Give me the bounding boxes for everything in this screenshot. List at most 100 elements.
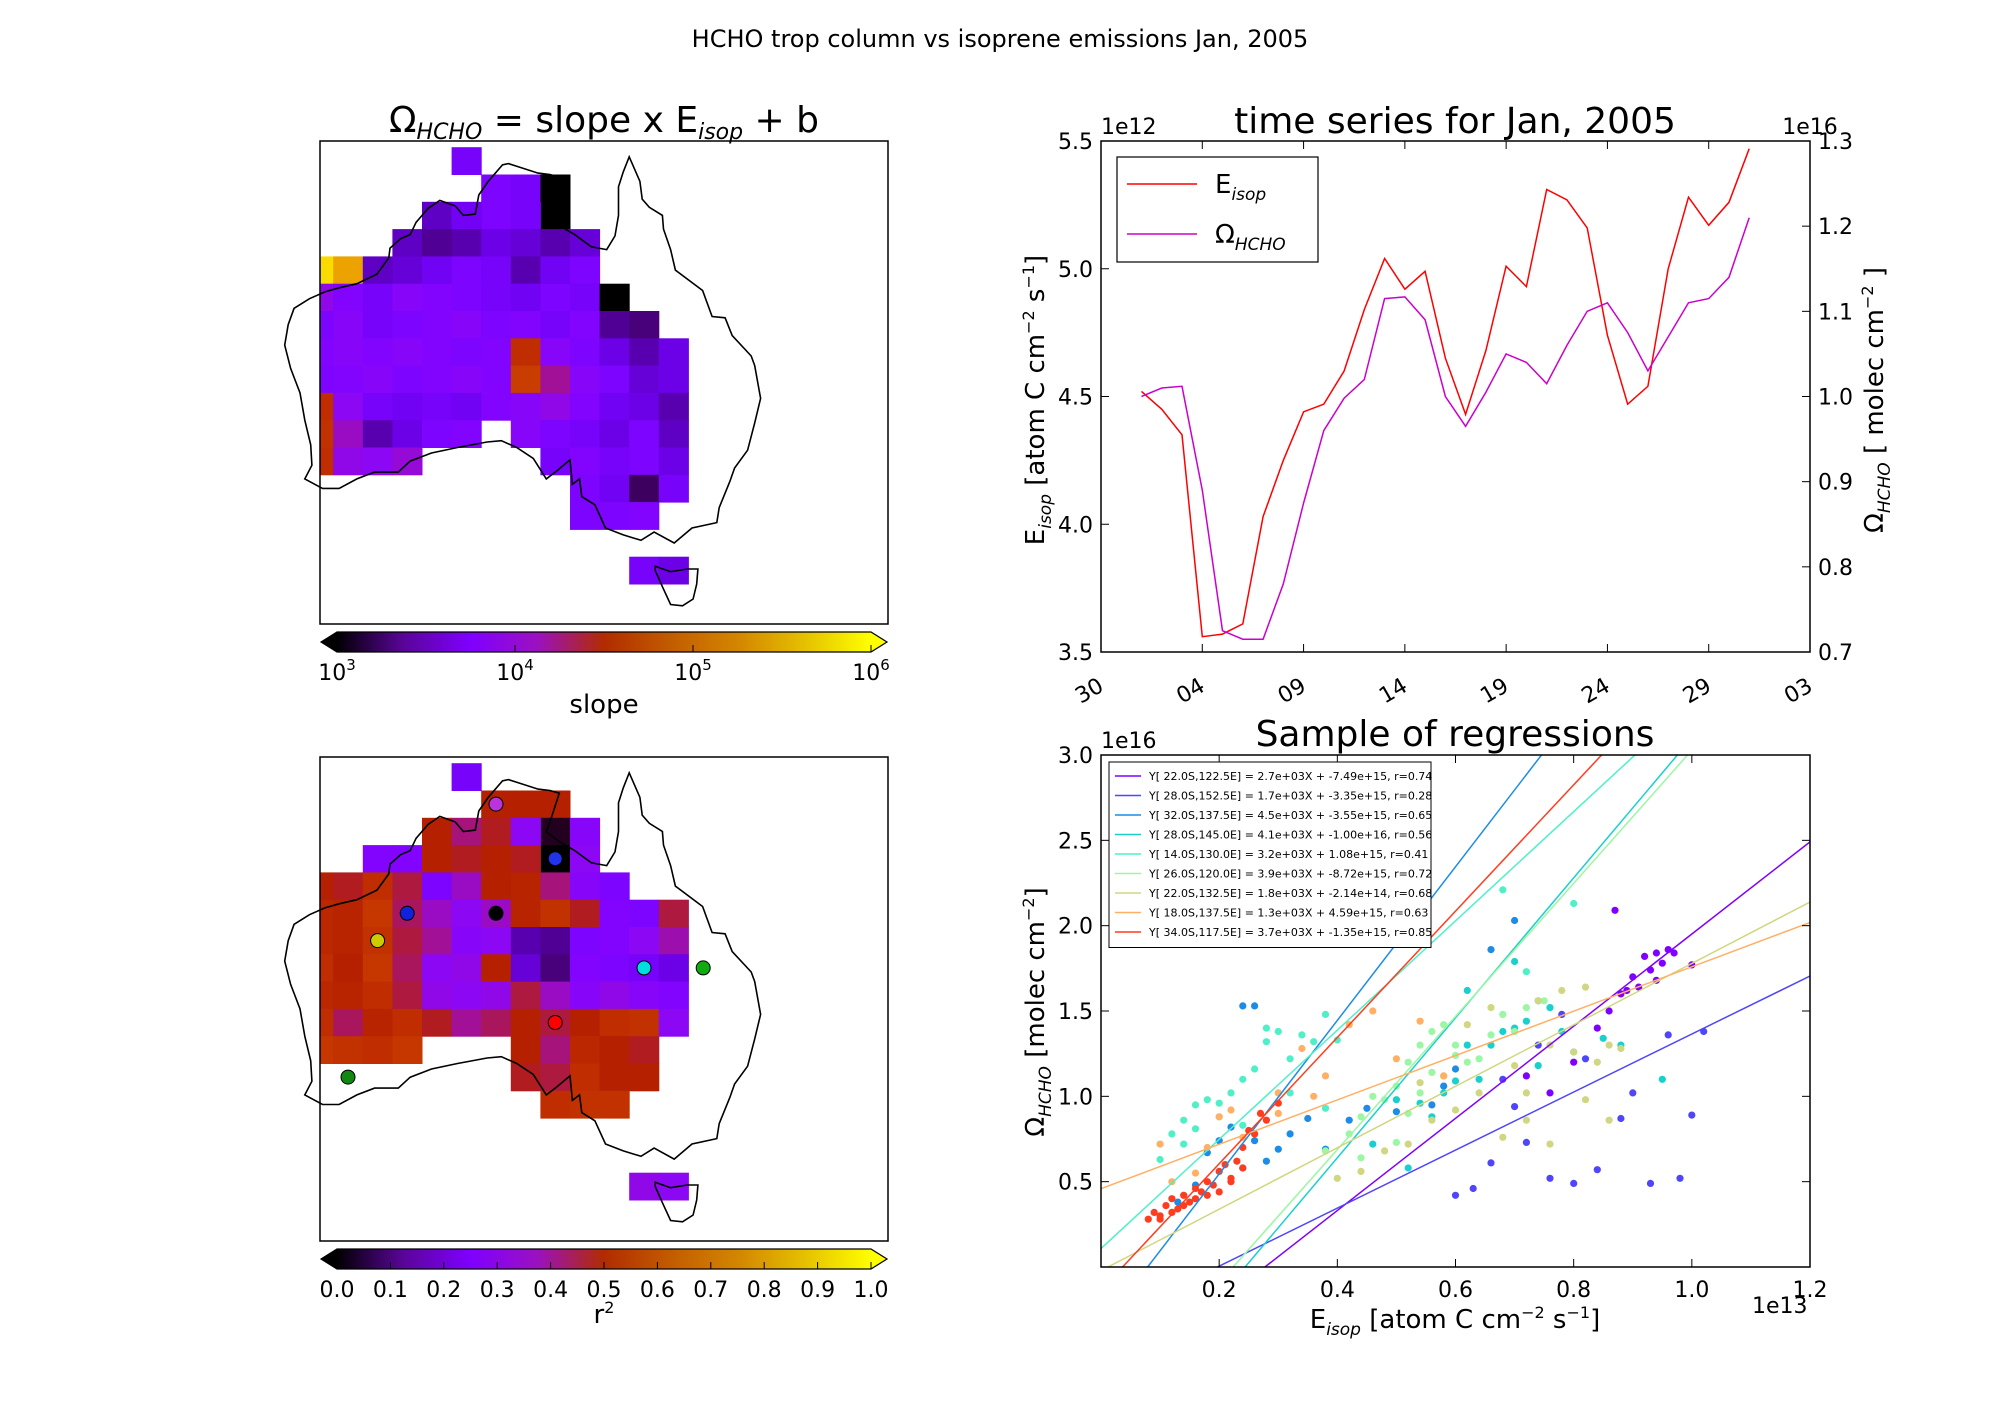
r2-cell bbox=[570, 817, 601, 846]
slope-cell bbox=[629, 365, 660, 394]
slope-cell bbox=[570, 447, 601, 476]
scatter-point bbox=[1191, 1125, 1200, 1133]
scatter-point bbox=[1522, 1138, 1530, 1146]
r2-cell bbox=[451, 981, 482, 1010]
r2-cb-tick-label: 0.1 bbox=[373, 1278, 408, 1303]
reg-y-exp: −2 bbox=[1019, 897, 1038, 921]
scatter-point bbox=[1487, 1004, 1495, 1012]
scatter-point bbox=[1605, 1116, 1613, 1124]
scatter-point bbox=[1262, 1024, 1270, 1032]
scatter-point bbox=[1191, 1195, 1200, 1203]
r2-colorbar: 0.0 0.1 0.2 0.3 0.4 0.5 0.6 0.7 0.8 0.9 1.0 r2 bbox=[320, 1248, 889, 1330]
series-line-E_isop bbox=[1141, 148, 1750, 638]
slope-cell bbox=[333, 256, 364, 285]
r2-site-markers bbox=[340, 796, 711, 1085]
slope-cell bbox=[599, 311, 630, 339]
slope-cell bbox=[481, 174, 512, 203]
r2-cell bbox=[599, 872, 630, 901]
regressions-y-ticks: 0.5 1.0 1.5 2.0 2.5 3.0 bbox=[1058, 744, 1810, 1196]
ts-right-tick-label: 0.8 bbox=[1818, 556, 1853, 581]
r2-cell bbox=[362, 872, 393, 901]
reg-y-pre: Ω bbox=[1021, 1117, 1051, 1137]
scatter-point bbox=[1180, 1191, 1188, 1199]
figure-title: HCHO trop column vs isoprene emissions J… bbox=[692, 25, 1309, 53]
slope-cell bbox=[629, 392, 660, 421]
r2-label-exp: 2 bbox=[604, 1298, 614, 1317]
scatter-point bbox=[1611, 906, 1619, 914]
scatter-point bbox=[1262, 1157, 1270, 1165]
r2-cell bbox=[570, 899, 601, 928]
slope-cell bbox=[658, 420, 689, 448]
scatter-point bbox=[1558, 986, 1566, 995]
scatter-point bbox=[1570, 899, 1578, 908]
scatter-point bbox=[1570, 1048, 1578, 1056]
scatter-point bbox=[1646, 1179, 1655, 1187]
scatter-point bbox=[1251, 1065, 1259, 1073]
slope-cell bbox=[333, 338, 364, 367]
scatter-point bbox=[1156, 1140, 1164, 1148]
timeseries-left-ylabel: Eisop [atom C cm−2 s−1] bbox=[1019, 255, 1056, 545]
scatter-point bbox=[1463, 986, 1471, 995]
r2-cell bbox=[570, 1063, 601, 1092]
scatter-point bbox=[1227, 1178, 1235, 1186]
ts-ylab-exp2: −1 bbox=[1019, 265, 1038, 289]
regressions-legend-box bbox=[1108, 761, 1432, 948]
site-marker bbox=[370, 933, 386, 949]
scatter-point bbox=[1451, 1191, 1460, 1199]
reg-x-exp1: −2 bbox=[1521, 1303, 1545, 1322]
slope-cell bbox=[333, 365, 364, 394]
slope-cell bbox=[481, 311, 512, 339]
r2-cell bbox=[658, 899, 689, 928]
slope-cell bbox=[481, 338, 512, 367]
tasmania-coastline bbox=[654, 1181, 699, 1223]
slope-cell bbox=[570, 338, 601, 367]
slope-cell bbox=[451, 338, 482, 367]
r2-cell bbox=[451, 763, 482, 791]
slope-cell bbox=[481, 256, 512, 285]
r2-cell bbox=[320, 1008, 334, 1037]
r2-cell bbox=[362, 899, 393, 928]
slope-cell bbox=[629, 311, 660, 339]
scatter-point bbox=[1534, 1041, 1542, 1049]
scatter-point bbox=[1298, 1044, 1306, 1053]
r2-cell bbox=[422, 845, 453, 873]
scatter-point bbox=[1605, 1007, 1613, 1015]
slope-cell bbox=[629, 338, 660, 367]
r2-cell bbox=[333, 954, 364, 983]
scatter-point bbox=[1274, 1109, 1282, 1117]
slope-cell bbox=[629, 447, 660, 476]
r2-cell bbox=[510, 790, 541, 819]
reg-y-tick-label: 3.0 bbox=[1058, 744, 1093, 769]
r2-cell bbox=[481, 981, 512, 1010]
r2-cell bbox=[392, 927, 423, 955]
r2-cell bbox=[320, 899, 334, 928]
reg-y-tick-label: 1.5 bbox=[1058, 1000, 1093, 1025]
timeseries-right-ylabel: ΩHCHO [ molec cm−2 ] bbox=[1858, 267, 1895, 533]
slope-cell bbox=[451, 283, 482, 312]
scatter-point bbox=[1511, 957, 1519, 966]
scatter-point bbox=[1150, 1208, 1158, 1216]
scatter-point bbox=[1203, 1096, 1211, 1104]
r2-cell bbox=[570, 1036, 601, 1064]
r2-cell bbox=[658, 954, 689, 983]
slope-cell bbox=[392, 338, 423, 367]
slope-map-title: ΩHCHO = slope x Eisop + b bbox=[389, 100, 819, 145]
r2-cb-tick-label: 1.0 bbox=[854, 1278, 889, 1303]
slope-cell bbox=[510, 338, 541, 367]
r2-cell bbox=[451, 927, 482, 955]
slope-cell bbox=[629, 502, 660, 530]
r2-cell bbox=[481, 872, 512, 901]
slope-cell bbox=[570, 392, 601, 421]
scatter-point bbox=[1333, 1174, 1341, 1182]
regressions-ylabel: ΩHCHO [molec cm−2] bbox=[1019, 887, 1056, 1137]
scatter-point bbox=[1416, 1017, 1424, 1025]
slope-cell bbox=[629, 474, 660, 503]
ts-ylab-end: ] bbox=[1021, 255, 1051, 265]
ts-x-tick-label: 24 bbox=[1578, 674, 1615, 710]
scatter-point bbox=[1286, 1130, 1294, 1138]
r2-cell bbox=[629, 1036, 660, 1064]
scatter-point bbox=[1581, 1096, 1590, 1104]
scatter-point bbox=[1617, 1114, 1625, 1123]
slope-cell bbox=[658, 365, 689, 394]
slope-cell bbox=[540, 311, 571, 339]
